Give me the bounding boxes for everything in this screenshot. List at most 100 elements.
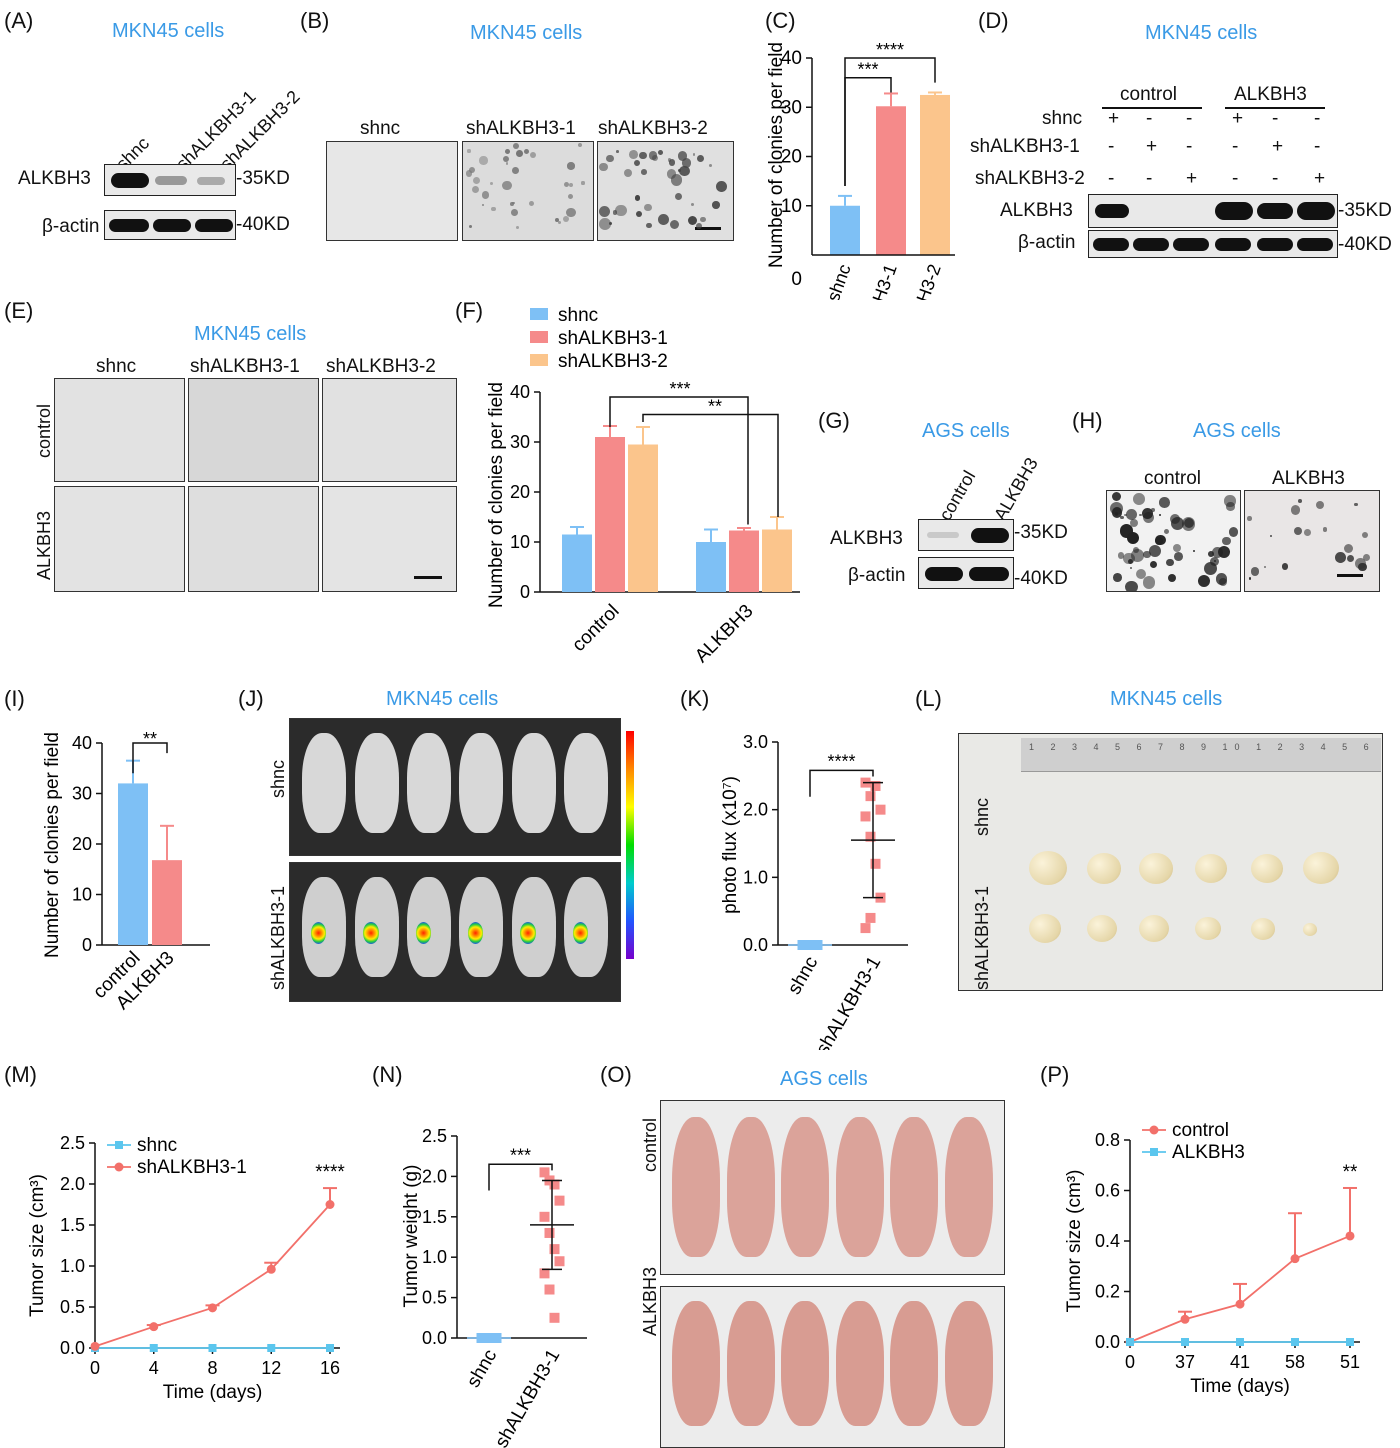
panel-d-cells-title: MKN45 cells [1145,22,1258,44]
colony-dot [606,154,614,163]
mouse [944,1301,993,1426]
colony-dot [599,205,611,218]
tumor [1087,853,1121,884]
colony-dot [1155,537,1163,545]
panel-p-point-1-5 [1345,1231,1355,1241]
mouse [563,877,608,977]
panel-m-x-tick-label: 16 [320,1358,340,1378]
panel-k-sig: **** [827,751,855,771]
colony-dot [1124,513,1127,517]
panel-d-group-alkbh3: ALKBH3 [1234,84,1307,105]
panel-e-col-2: shALKBH3-1 [190,356,300,377]
colony-dot [479,156,488,165]
colony-dot [481,191,490,199]
panel-d-sign-r1-c2: - [1146,108,1153,129]
panel-d-sign-r3-c5: - [1272,168,1279,189]
panel-j-imaging-shnc [289,718,621,856]
colony-dot [481,204,484,207]
tumor [1139,853,1173,884]
tumor [1303,852,1339,885]
colony-dot [1294,527,1303,536]
colony-dot [1228,527,1239,538]
colony-dot [657,149,663,155]
panel-m-line-chart: 0.0 0.5 1.0 1.5 2.0 2.5 0 4 8 12 16 Time (days) Tumo… [27,1133,345,1403]
panel-d-label: (D) [978,8,1009,33]
panel-i-y-tick-label: 30 [72,784,92,804]
panel-l-label: (L) [915,686,942,711]
panel-m-y-tick-label: 0.0 [60,1338,85,1358]
panel-m-line-2 [94,1203,331,1348]
panel-k-point-g2-7 [870,858,881,869]
colony-dot [690,203,694,207]
colony-dot [700,216,706,223]
panel-m-point-1-2 [149,1344,158,1352]
panel-f-y-tick-label: 10 [510,532,530,552]
colony-dot [510,202,514,207]
panel-m-x-tick-label: 4 [149,1358,159,1378]
panel-d-sign-r3-c6: + [1314,168,1326,189]
colony-dot [1159,513,1162,516]
tumor [1303,923,1317,936]
colony-dot [515,149,523,157]
mouse [672,1301,721,1426]
colony-dot [1322,527,1328,532]
colony-dot [1159,497,1170,508]
panel-b-micrograph-sh1 [462,141,594,241]
colony-dot [612,210,618,215]
panel-d-sign-r2-c2: + [1146,136,1158,157]
panel-n-y-tick-label: 2.0 [422,1166,447,1186]
panel-h-col-1: control [1144,468,1202,489]
panel-g-blot-actin [918,557,1014,589]
panel-m-point-2-4 [266,1264,276,1274]
colony-dot [692,153,696,156]
colony-dot [1170,514,1181,525]
colony-dot [670,220,680,230]
panel-a-blot-actin [104,210,236,240]
colony-dot [1142,576,1156,589]
bioluminescence-signal [520,922,536,944]
panel-j-row-sh1: shALKBH3-1 [268,885,288,990]
panel-n-point-g2-4 [554,1195,565,1206]
panel-l-row-sh1: shALKBH3-1 [972,885,992,990]
colony-dot [502,155,510,162]
mouse [726,1117,775,1257]
mouse [672,1117,721,1257]
panel-h-col-2: ALKBH3 [1272,468,1345,489]
panel-p-legend-2: ALKBH3 [1172,1142,1245,1163]
colony-dot [1335,552,1346,563]
panel-i-sig-bracket [132,742,168,774]
panel-p-line-chart: 0.0 0.2 0.4 0.6 0.8 0 37 41 58 51 Time (days) Tumor… [1064,1120,1360,1397]
panel-i-y-tick-label: 0 [82,935,92,955]
panel-n-point-g2-8 [554,1256,565,1267]
panel-g-label: (G) [818,408,850,433]
colony-dot [646,222,652,228]
panel-p-y-label: Tumor size (cm³) [1064,1170,1085,1313]
panel-p-legend-1: control [1172,1120,1229,1141]
panel-d-blot-label-actin: β-actin [1018,232,1076,253]
colony-dot [1172,543,1182,552]
colony-dot [1363,553,1371,561]
panel-i-y-tick-label: 10 [72,885,92,905]
panel-p-y-tick-label: 0.2 [1095,1282,1120,1302]
colony-dot [678,169,682,173]
panel-o-label: (O) [600,1062,632,1087]
colony-dot [598,218,611,230]
colony-dot [1148,544,1162,558]
mouse [406,877,451,977]
panel-i-bar-2 [152,860,182,945]
panel-h-micrograph-alkbh3 [1244,490,1380,592]
colony-dot [634,159,641,166]
panel-n-y-tick-label: 1.0 [422,1247,447,1267]
colony-dot [1297,498,1302,503]
panel-m-point-2-2 [149,1322,159,1332]
mouse [890,1301,939,1426]
panel-p-y-tick-label: 0.8 [1095,1130,1120,1150]
colony-dot [529,201,535,207]
panel-p-x-tick-label: 37 [1175,1352,1195,1372]
colony-dot [712,201,720,209]
panel-n-point-g2-9 [539,1268,550,1279]
colony-dot [623,168,632,177]
colony-dot [491,207,496,212]
panel-d-blot-alkbh3 [1088,194,1338,228]
